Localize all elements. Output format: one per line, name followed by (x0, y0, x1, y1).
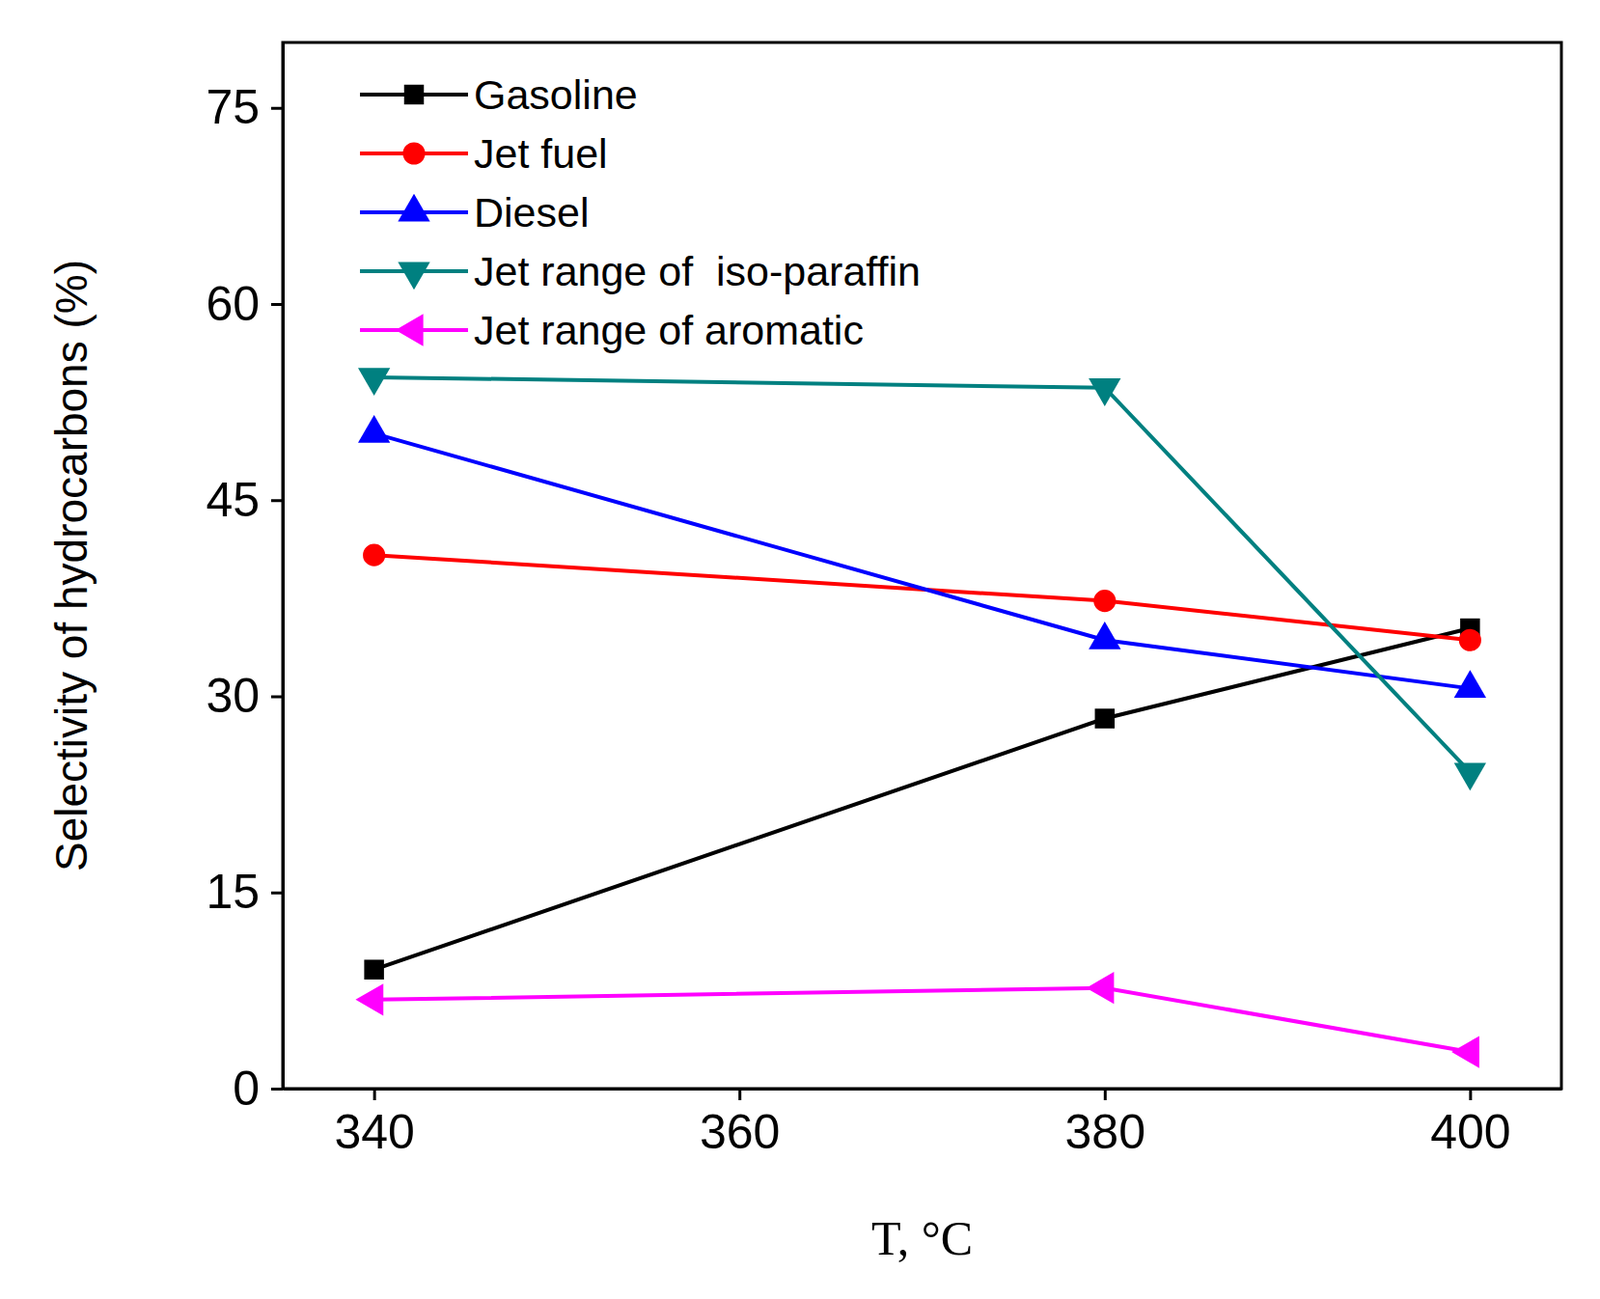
data-layer (355, 367, 1487, 1068)
y-tick: 0 (232, 1061, 283, 1116)
series-line (374, 433, 1471, 689)
y-axis-title: Selectivity of hydrocarbons (%) (46, 259, 97, 872)
x-tick-label: 360 (699, 1104, 780, 1159)
y-tick: 60 (205, 276, 283, 332)
legend-label: Jet range of iso-paraffin (473, 248, 921, 295)
y-axis: 0 15 30 45 60 75 (205, 43, 283, 1116)
legend-marker (402, 141, 425, 165)
y-tick-mark (271, 498, 283, 502)
x-tick: 380 (1065, 1088, 1146, 1159)
legend-marker (404, 84, 424, 105)
series-line (374, 377, 1471, 773)
series-line (374, 988, 1471, 1052)
x-tick-label: 380 (1065, 1104, 1146, 1159)
series-marker (1088, 378, 1121, 407)
y-tick: 30 (205, 668, 283, 723)
legend-label: Gasoline (473, 71, 638, 118)
x-tick-label: 400 (1430, 1104, 1511, 1159)
plot-frame (282, 42, 1562, 1089)
legend-marker (397, 261, 430, 290)
y-tick-mark (271, 107, 283, 111)
y-tick: 75 (205, 80, 283, 135)
y-tick: 45 (205, 472, 283, 527)
x-tick-mark (1103, 1088, 1107, 1101)
y-tick-mark (271, 303, 283, 306)
y-tick-label: 60 (205, 276, 260, 332)
x-tick-label: 340 (333, 1104, 414, 1159)
series-marker (355, 983, 384, 1016)
x-axis-line (283, 1087, 1563, 1091)
legend-entry: Jet range of aromatic (359, 306, 864, 354)
legend-marker (395, 313, 424, 346)
legend-label: Diesel (473, 189, 590, 236)
x-tick: 360 (699, 1088, 780, 1159)
chart-svg: 340 360 380 400 0 15 30 45 60 75 Gasoline Jet fuel D… (0, 0, 1600, 1299)
y-tick-mark (271, 1087, 283, 1091)
legend-entry: Gasoline (359, 71, 638, 118)
series-line (374, 628, 1471, 970)
series-marker (1454, 762, 1487, 791)
plot: 340 360 380 400 0 15 30 45 60 75 Gasoline Jet fuel D… (205, 42, 1562, 1159)
y-tick: 15 (205, 864, 283, 919)
y-tick-mark (271, 891, 283, 895)
series-marker (1086, 971, 1115, 1004)
y-tick-label: 0 (232, 1061, 260, 1116)
series-marker (363, 959, 384, 979)
y-tick-mark (271, 695, 283, 699)
legend-label: Jet range of aromatic (473, 306, 864, 354)
series-marker (362, 544, 386, 567)
x-tick-mark (1468, 1088, 1472, 1101)
legend: Gasoline Jet fuel Diesel Jet range of iso-p… (359, 71, 921, 354)
series-marker (1459, 629, 1482, 652)
legend-entry: Diesel (359, 189, 590, 236)
x-axis: 340 360 380 400 (283, 1088, 1563, 1159)
series-marker (1093, 589, 1116, 612)
series-marker (1454, 669, 1487, 698)
series-marker (1095, 708, 1115, 728)
legend-entry: Jet fuel (359, 130, 608, 177)
x-tick: 340 (333, 1088, 414, 1159)
y-tick-label: 30 (205, 668, 260, 723)
series-marker (1451, 1035, 1480, 1068)
series-marker (358, 367, 390, 396)
series-marker (1088, 621, 1121, 650)
x-axis-title: T, °C (871, 1211, 973, 1266)
y-tick-label: 45 (205, 472, 260, 527)
y-tick-label: 15 (205, 864, 260, 919)
x-tick: 400 (1430, 1088, 1511, 1159)
legend-label: Jet fuel (473, 130, 608, 177)
y-axis-line (281, 43, 285, 1090)
legend-marker (397, 193, 430, 222)
y-tick-label: 75 (205, 80, 260, 135)
legend-entry: Jet range of iso-paraffin (359, 248, 921, 295)
x-tick-mark (373, 1088, 377, 1101)
x-tick-mark (738, 1088, 742, 1101)
series-marker (358, 414, 390, 443)
